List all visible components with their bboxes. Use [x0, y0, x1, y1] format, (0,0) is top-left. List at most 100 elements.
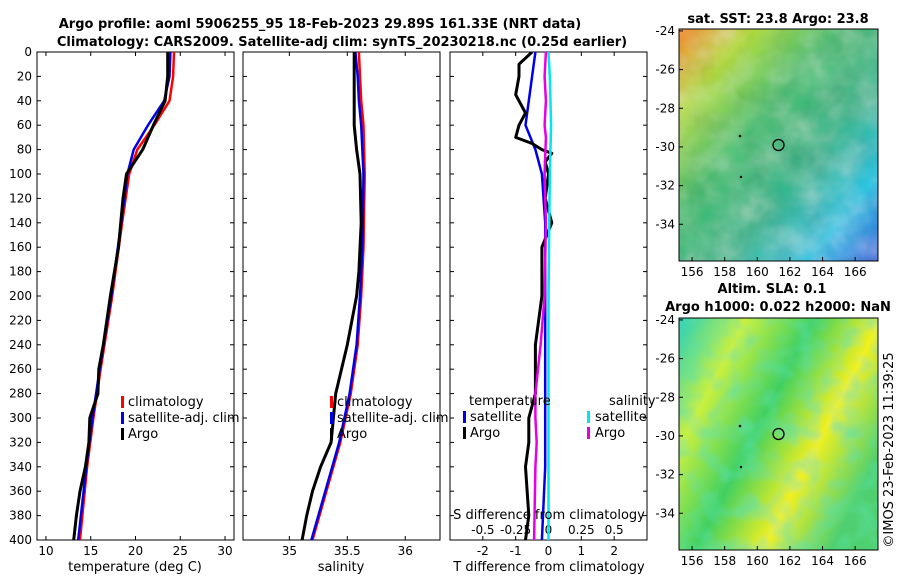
ytick-label: 220 — [9, 313, 32, 327]
legend-label-climatology: climatology — [128, 395, 204, 410]
map-xtick-label: 160 — [746, 265, 769, 279]
map-xtick-label: 158 — [713, 554, 736, 568]
xtick-label: 0 — [545, 544, 553, 558]
salinity-panel: 35 35.5 36 salinity climatology satellite-… — [242, 51, 449, 575]
legend-swatch-t-satellite — [463, 411, 466, 423]
xtick-label: 35 — [282, 544, 297, 558]
sst-track-dot — [738, 134, 742, 138]
sst-heatmap — [679, 29, 878, 261]
sla-track-dot — [738, 424, 742, 428]
legend-title-salinity: salinity — [609, 394, 656, 409]
salinity-legend: climatology satellite-adj. clim Argo — [330, 395, 449, 442]
x2tick-label: 0.25 — [568, 523, 595, 537]
xtick-label: 15 — [83, 544, 98, 558]
series-line-argo — [72, 52, 170, 540]
difference-panel: -2 -1 0 1 2 -0.5 -0.25 0 0.25 0.5 T difference f… — [449, 51, 656, 575]
map-ytick-label: -28 — [655, 101, 675, 115]
series-line-argo — [300, 52, 363, 540]
sst-map-panel: sat. SST: 23.8 Argo: 23.8 156 158 160 162 16… — [655, 12, 879, 279]
ytick-label: 400 — [9, 533, 32, 547]
salinity-xlabel: salinity — [318, 560, 365, 575]
sla-heatmap — [679, 318, 878, 550]
x2tick-label: 0.5 — [605, 523, 624, 537]
legend-label-satellite: satellite-adj. clim — [128, 411, 240, 426]
sla-track-dot — [739, 465, 743, 469]
temperature-legend: climatology satellite-adj. clim Argo — [121, 395, 240, 442]
sla-map-title: Altim. SLA: 0.1 — [718, 282, 827, 297]
map-ytick-label: -32 — [655, 179, 675, 193]
figure-title-line1: Argo profile: aoml 5906255_95 18-Feb-202… — [59, 17, 581, 32]
x2tick-label: -0.5 — [471, 523, 494, 537]
ytick-label: 140 — [9, 216, 32, 230]
ytick-label: 300 — [9, 411, 32, 425]
ytick-label: 360 — [9, 484, 32, 498]
legend-swatch-climatology — [121, 396, 124, 408]
series-line-t-satellite — [524, 52, 547, 540]
map-ytick-label: -24 — [655, 313, 675, 327]
series-line-s-satellite — [547, 52, 553, 540]
map-xtick-label: 156 — [681, 265, 704, 279]
map-ytick-label: -32 — [655, 468, 675, 482]
x2tick-label: -0.25 — [500, 523, 531, 537]
ytick-label: 120 — [9, 191, 32, 205]
temperature-xlabel: temperature (deg C) — [68, 560, 202, 575]
xtick-label: 30 — [217, 544, 232, 558]
ytick-label: 60 — [17, 118, 32, 132]
legend-swatch-satellite — [121, 412, 124, 424]
map-xtick-label: 166 — [844, 265, 867, 279]
ytick-label: 340 — [9, 460, 32, 474]
sst-map-frame — [678, 28, 879, 262]
map-xtick-label: 162 — [778, 554, 801, 568]
imos-credit: ©IMOS 23-Feb-2023 11:39:25 — [882, 352, 897, 547]
ytick-label: 100 — [9, 167, 32, 181]
legend-swatch-argo — [330, 428, 333, 440]
legend-label-argo: Argo — [128, 427, 158, 442]
legend-swatch-s-satellite — [587, 411, 590, 423]
ytick-label: 280 — [9, 387, 32, 401]
series-line-t-argo — [514, 52, 554, 540]
t-difference-xlabel: T difference from climatology — [452, 560, 645, 575]
xtick-label: -1 — [510, 544, 522, 558]
legend-label-argo: Argo — [337, 427, 367, 442]
s-difference-label: S difference from climatology — [453, 508, 645, 523]
ytick-label: 180 — [9, 265, 32, 279]
sst-map-title: sat. SST: 23.8 Argo: 23.8 — [687, 12, 868, 27]
difference-legend: temperature salinity satellite Argo sate… — [463, 394, 656, 441]
legend-swatch-climatology — [330, 396, 333, 408]
xtick-label: 35.5 — [334, 544, 361, 558]
sla-map-panel: Altim. SLA: 0.1 Argo h1000: 0.022 h2000:… — [655, 282, 890, 568]
legend-label-t-argo: Argo — [470, 426, 500, 441]
figure-title-line2: Climatology: CARS2009. Satellite-adj cli… — [57, 35, 627, 50]
ytick-label: 20 — [17, 69, 32, 83]
map-xtick-label: 162 — [778, 265, 801, 279]
map-xtick-label: 164 — [811, 265, 834, 279]
salinity-axes — [242, 51, 441, 541]
legend-label-climatology: climatology — [337, 395, 413, 410]
legend-label-s-argo: Argo — [595, 426, 625, 441]
map-xtick-label: 166 — [844, 554, 867, 568]
map-ytick-label: -26 — [655, 352, 675, 366]
map-ytick-label: -24 — [655, 24, 675, 38]
legend-swatch-s-argo — [587, 427, 590, 439]
ytick-label: 40 — [17, 94, 32, 108]
legend-label-s-satellite: satellite — [595, 410, 647, 425]
ytick-label: 380 — [9, 509, 32, 523]
xtick-label: 10 — [38, 544, 53, 558]
legend-swatch-satellite — [330, 412, 333, 424]
ytick-label: 200 — [9, 289, 32, 303]
map-ytick-label: -30 — [655, 140, 675, 154]
temperature-panel: 0 20 40 60 80 100 120 140 160 180 200 220 240 260 280 3… — [9, 45, 240, 575]
map-xtick-label: 164 — [811, 554, 834, 568]
sla-map-title2: Argo h1000: 0.022 h2000: NaN — [665, 300, 891, 315]
map-ytick-label: -28 — [655, 390, 675, 404]
sst-profile-marker — [772, 138, 785, 152]
xtick-label: -2 — [477, 544, 489, 558]
legend-title-temperature: temperature — [469, 394, 551, 409]
map-xtick-label: 156 — [681, 554, 704, 568]
legend-swatch-t-argo — [463, 427, 466, 439]
series-line-satellite-adj-clim — [310, 52, 365, 540]
map-xtick-label: 158 — [713, 265, 736, 279]
xtick-label: 36 — [398, 544, 413, 558]
temperature-axes — [36, 51, 235, 541]
